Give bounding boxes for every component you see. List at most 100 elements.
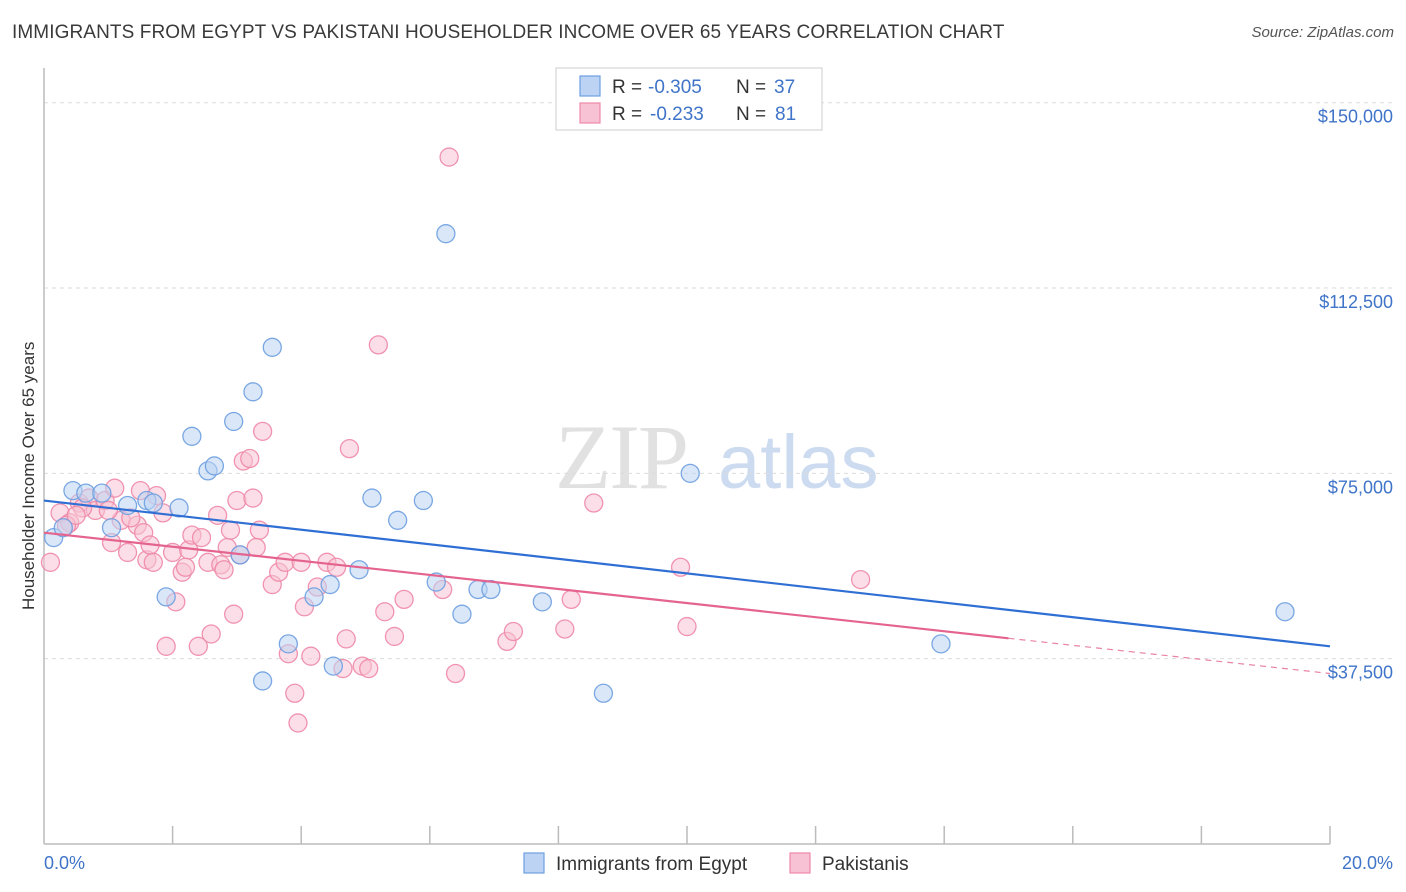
pakistani-point (175, 557, 196, 577)
x-tick-label: 0.0% (44, 853, 85, 873)
legend-r-value-pakistanis: -0.233 (650, 104, 704, 125)
trend-line-pakistanis-extension (1008, 637, 1331, 675)
y-tick-label: $112,500 (1319, 292, 1393, 312)
pakistani-point (677, 616, 697, 637)
egypt-point (304, 587, 324, 607)
stats-legend: R = -0.305 N = 37 R = -0.233 N = 81 (555, 67, 823, 131)
legend-swatch-pakistanis (579, 102, 601, 124)
legend-n-label-pakistanis: N = (736, 104, 766, 125)
egypt-point (320, 574, 340, 595)
pakistani-point (66, 505, 86, 526)
pakistani-point (561, 589, 581, 610)
pakistani-point (252, 421, 273, 441)
pakistani-point (384, 626, 405, 647)
pakistani-point (339, 438, 360, 459)
legend-swatch-egypt (579, 75, 601, 97)
pakistani-point (220, 520, 241, 540)
egypt-point (101, 518, 122, 538)
y-tick-label: $75,000 (1328, 477, 1393, 497)
pakistani-point (503, 621, 524, 642)
pakistani-point (191, 527, 212, 548)
series-legend-label-pakistanis: Pakistanis (822, 854, 909, 875)
egypt-point (252, 671, 273, 691)
y-axis-label: Householder Income Over 65 years (19, 342, 38, 610)
egypt-point (349, 560, 369, 580)
pakistani-point (243, 488, 263, 508)
egypt-point (436, 224, 456, 244)
egypt-point (278, 634, 298, 654)
pakistani-point (394, 589, 414, 610)
x-tick-labels: 0.0% 20.0% (44, 853, 1393, 873)
y-tick-labels: $37,500 $75,000 $112,500 $150,000 (1318, 107, 1393, 683)
egypt-point (76, 483, 96, 503)
pakistani-point (375, 602, 395, 622)
egypt-point (362, 488, 382, 508)
egypt-point (156, 587, 176, 607)
egypt-point (224, 411, 244, 432)
pakistani-point (439, 147, 459, 167)
egypt-point (426, 572, 446, 592)
gridlines (44, 102, 1395, 660)
watermark-zip: ZIP (555, 406, 687, 508)
egypt-points (43, 224, 1295, 703)
axes (43, 68, 1331, 845)
egypt-point (143, 493, 163, 513)
egypt-point (593, 683, 614, 703)
trend-line-egypt (43, 499, 1331, 648)
legend-n-value-egypt: 37 (774, 77, 795, 98)
egypt-point (243, 382, 263, 402)
series-legend-swatch-pakistanis (789, 852, 811, 874)
chart-title: IMMIGRANTS FROM EGYPT VS PAKISTANI HOUSE… (12, 22, 1005, 43)
pakistani-point (336, 629, 356, 649)
pakistani-point (288, 713, 308, 733)
egypt-point (1275, 602, 1295, 622)
egypt-point (92, 483, 112, 503)
x-tick-label: 20.0% (1342, 853, 1393, 873)
pakistani-point (143, 552, 163, 572)
egypt-point (452, 604, 472, 624)
pakistani-point (246, 537, 266, 558)
pakistani-point (40, 552, 61, 572)
legend-n-label-egypt: N = (736, 77, 766, 98)
pakistani-point (117, 542, 138, 563)
egypt-point (481, 579, 501, 600)
series-legend-swatch-egypt (523, 852, 545, 874)
pakistani-point (850, 569, 871, 590)
egypt-point (53, 518, 73, 538)
legend-r-value-egypt: -0.305 (648, 77, 702, 98)
pakistani-point (188, 636, 208, 656)
egypt-point (204, 456, 225, 476)
watermark: ZIP atlas (555, 406, 879, 508)
legend-r-label-pakistanis: R = (612, 104, 642, 125)
pakistani-point (359, 658, 379, 679)
pakistani-point (368, 335, 389, 355)
egypt-point (413, 490, 434, 511)
egypt-point (182, 426, 202, 446)
egypt-point (532, 592, 552, 612)
legend-r-label-egypt: R = (612, 77, 642, 98)
legend-n-value-pakistanis: 81 (775, 104, 796, 125)
egypt-point (387, 510, 408, 530)
pakistani-point (326, 557, 347, 577)
egypt-point (931, 634, 951, 654)
pakistani-point (555, 619, 575, 639)
egypt-point (323, 656, 344, 676)
pakistani-point (201, 624, 221, 644)
pakistani-point (224, 604, 244, 624)
pakistani-point (98, 500, 118, 521)
source-credit: Source: ZipAtlas.com (1251, 24, 1394, 41)
pakistani-point (240, 448, 260, 469)
pakistani-point (301, 646, 321, 666)
watermark-atlas: atlas (718, 420, 879, 505)
trend-lines (43, 499, 1331, 675)
pakistani-point (285, 683, 305, 703)
egypt-point (262, 337, 282, 357)
pakistani-point (156, 636, 176, 656)
trend-line-pakistanis (43, 531, 1009, 640)
series-legend: Immigrants from Egypt Pakistanis (523, 852, 909, 875)
pakistani-point (227, 490, 247, 511)
egypt-point (680, 463, 700, 484)
pakistani-point (445, 663, 466, 684)
y-tick-label: $37,500 (1328, 663, 1393, 683)
